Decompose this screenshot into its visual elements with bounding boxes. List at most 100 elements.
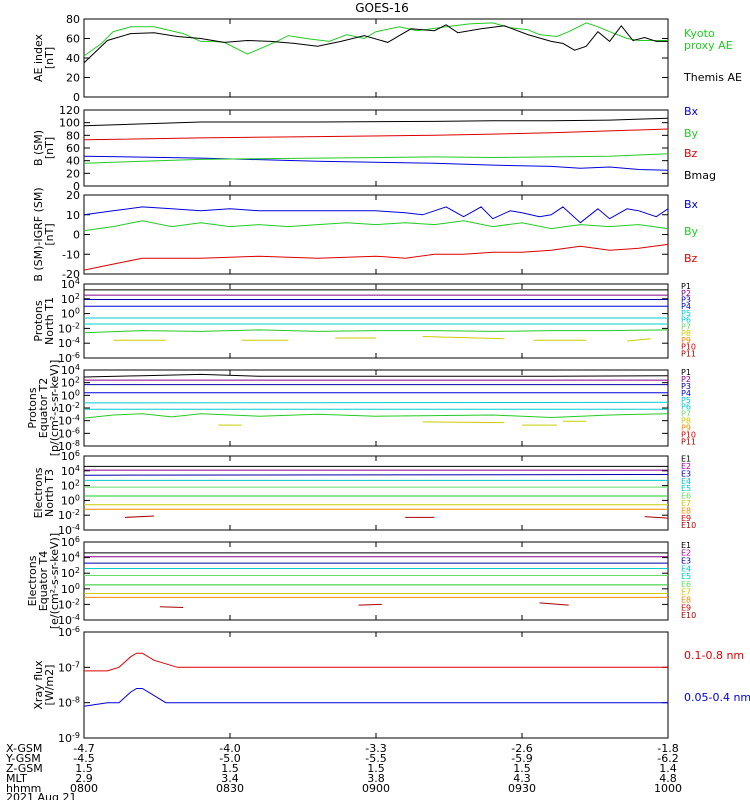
y-axis-label: ElectronsNorth T3 (32, 467, 56, 518)
channel-label: E5 (681, 484, 691, 493)
y-tick-label: 10-6 (58, 351, 80, 365)
series-segment (422, 336, 505, 340)
channel-label: P6 (681, 316, 691, 325)
channel-label: P7 (681, 322, 691, 331)
channel-label: P5 (681, 396, 691, 405)
channel-label: E2 (681, 462, 691, 471)
x-tick-label: -6.2 (657, 752, 678, 765)
y-axis-label: B (SM)[nT] (32, 130, 56, 166)
x-row-label: Z-GSM (6, 762, 43, 775)
x-tick-label: -2.6 (511, 742, 532, 755)
channel-label: E10 (681, 611, 696, 620)
y-tick-label: 10-2 (58, 401, 80, 415)
channel-label: E6 (681, 580, 691, 589)
y-tick-label: 40 (66, 155, 80, 168)
panel-frame (83, 631, 669, 739)
x-tick-label: 3.8 (367, 772, 385, 785)
series-line-by (83, 220, 669, 232)
y-tick-label: 0 (73, 91, 80, 104)
y-axis-label: Xray flux[W/m2] (32, 660, 56, 710)
y-axis-label: B (SM)-IGRF (SM)[nT] (32, 187, 56, 281)
y-tick-label: -10 (62, 248, 80, 261)
y-tick-label: 10-7 (58, 660, 80, 674)
y-tick-label: 10-4 (58, 613, 80, 627)
series-segment (358, 603, 382, 606)
y-axis-label: AE index[nT] (32, 33, 56, 82)
channel-label: E5 (681, 572, 691, 581)
x-tick-label: 1.5 (367, 762, 385, 775)
channel-label: P1 (681, 368, 691, 377)
channel-label: E7 (681, 499, 691, 508)
series-line-e3 (83, 474, 669, 476)
channel-label: P8 (681, 329, 691, 338)
series-line-p1 (83, 373, 669, 378)
series-segment (539, 602, 569, 606)
y-tick-label: 40 (66, 52, 80, 65)
x-tick-label: -4.7 (73, 742, 94, 755)
y-tick-label: 0 (73, 180, 80, 193)
series-line-p5 (83, 401, 669, 404)
channel-label: P7 (681, 410, 691, 419)
channel-label: E10 (681, 521, 696, 530)
channel-label: E9 (681, 514, 691, 523)
y-tick-label: 10-8 (58, 439, 80, 453)
y-tick-label: 10-6 (58, 625, 80, 639)
x-tick-label: -1.8 (657, 742, 678, 755)
x-row-label: 2021 Aug 21 (6, 791, 76, 800)
channel-label: P5 (681, 309, 691, 318)
series-line-bx (83, 155, 669, 171)
panel-frame (83, 541, 669, 621)
x-row-label: X-GSM (6, 742, 42, 755)
series-line-bmag (83, 117, 669, 127)
legend-entry: Themis AE (683, 71, 742, 84)
x-tick-label: 1.5 (75, 762, 93, 775)
channel-label: E3 (681, 469, 691, 478)
legend-entry: Bz (684, 252, 698, 265)
series-segment (124, 515, 155, 518)
channel-label: E9 (681, 603, 691, 612)
y-tick-label: 104 (61, 277, 80, 291)
y-tick-label: 106 (61, 449, 80, 463)
channel-label: P4 (681, 302, 691, 311)
y-tick-label: 10-6 (58, 426, 80, 440)
series-line-0-1-0-8-nm (84, 652, 668, 672)
channel-label: P3 (681, 296, 691, 305)
series-line-by (83, 153, 669, 164)
y-tick-label: 106 (61, 535, 80, 549)
x-tick-label: 1.4 (659, 762, 677, 775)
x-tick-label: 1.5 (221, 762, 239, 775)
series-segment (644, 516, 669, 519)
x-tick-label: 0800 (70, 782, 98, 795)
y-tick-label: 60 (66, 142, 80, 155)
legend-entry: By (684, 127, 699, 140)
legend-entry: proxy AE (684, 39, 733, 52)
y-axis-label: ElectronsEquator T4[e/(cm²-s-sr-keV)] (26, 533, 61, 629)
y-tick-label: 60 (66, 33, 80, 46)
y-tick-label: 10-4 (58, 336, 80, 350)
y-tick-label: 10-2 (58, 597, 80, 611)
series-segment (159, 606, 184, 609)
channel-label: P11 (681, 349, 696, 358)
series-line-bz (83, 128, 669, 141)
channel-label: P2 (681, 289, 691, 298)
y-tick-label: 120 (59, 104, 80, 117)
series-segment (627, 338, 651, 342)
y-tick-label: 104 (61, 464, 80, 478)
channel-label: P6 (681, 403, 691, 412)
channel-label: E1 (681, 541, 691, 550)
channel-label: E4 (681, 564, 691, 573)
y-tick-label: 100 (61, 307, 80, 321)
y-tick-label: 102 (61, 292, 80, 306)
x-tick-label: 0930 (508, 782, 536, 795)
y-tick-label: 20 (66, 189, 80, 202)
y-tick-label: 10 (66, 209, 80, 222)
y-tick-label: 102 (61, 479, 80, 493)
series-line-bz (83, 243, 669, 271)
series-line-0-05-0-4-nm (83, 688, 668, 707)
channel-label: E4 (681, 477, 691, 486)
